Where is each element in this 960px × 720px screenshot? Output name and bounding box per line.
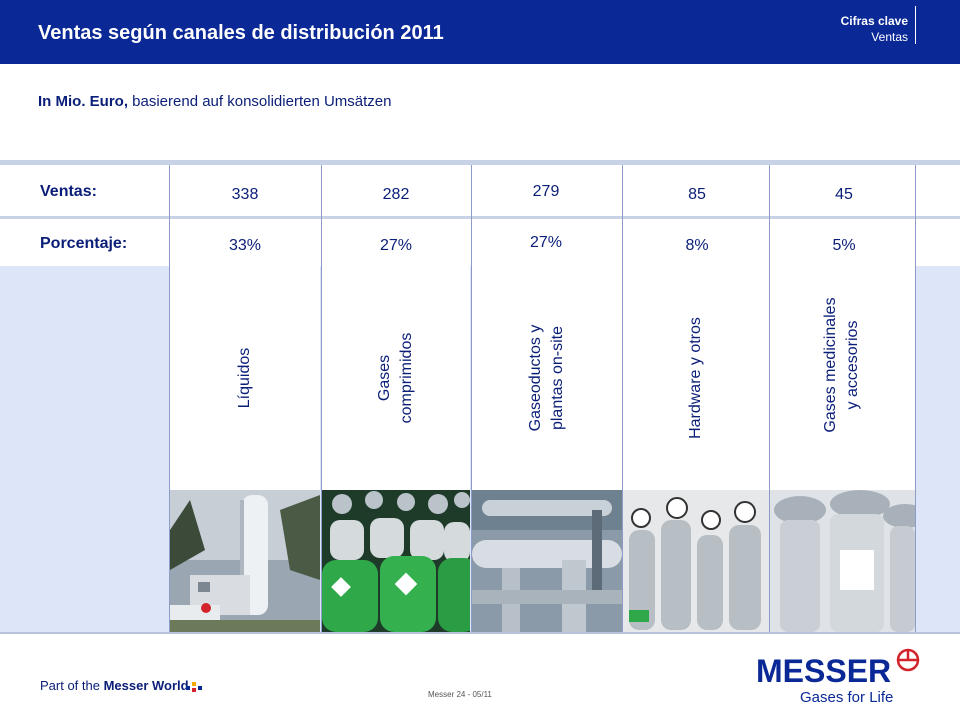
channel-name-line: Gases medicinales — [822, 297, 839, 433]
channel-name-gases-comprimidos: Gases comprimidos — [356, 266, 436, 490]
panel-bottom-border — [0, 632, 960, 634]
channel-name-gases-medicinales: Gases medicinales y accesorios — [802, 253, 882, 477]
channel-name-line: plantas on-site — [549, 325, 566, 431]
logo-tagline: Gases for Life — [800, 689, 893, 706]
channel-name-line: Gases — [376, 354, 393, 402]
channel-column — [170, 266, 320, 490]
sales-value: 282 — [382, 186, 410, 203]
band-top-border — [0, 160, 960, 165]
footer-brand: Messer World — [103, 678, 189, 693]
channel-name-hardware: Hardware y otros — [656, 266, 736, 490]
sales-value: 279 — [532, 183, 560, 200]
pipeline-plant-photo — [472, 490, 622, 632]
footer-prefix: Part of the — [40, 678, 104, 693]
brand-dots-icon — [186, 682, 202, 692]
band-row-divider — [0, 216, 960, 219]
channel-name-line: Gaseoductos y — [527, 324, 544, 432]
channel-column — [770, 266, 915, 490]
channel-name-liquidos: Líquidos — [205, 266, 285, 490]
channel-column — [472, 266, 622, 490]
section-subtitle: Ventas — [871, 30, 908, 44]
header-divider — [915, 6, 916, 44]
channel-column — [623, 266, 769, 490]
sales-value: 45 — [835, 186, 853, 203]
messer-symbol-icon — [896, 648, 920, 672]
liquid-tank-photo — [170, 490, 320, 632]
column-separator — [471, 165, 472, 632]
column-separator — [622, 165, 623, 632]
subtitle-rest: basierend auf konsolidierten Umsätzen — [128, 93, 392, 110]
column-separator — [915, 165, 916, 632]
share-value: 8% — [685, 237, 709, 254]
sales-value: 338 — [231, 186, 259, 203]
channel-name-gaseoductos: Gaseoductos y plantas on-site — [507, 266, 587, 490]
channel-name-line: Hardware y otros — [687, 317, 704, 439]
slide-title: Ventas según canales de distribución 201… — [38, 22, 444, 44]
channel-name-line: y accesorios — [844, 320, 861, 410]
slide-header: Ventas según canales de distribución 201… — [0, 0, 960, 64]
channel-name-line: comprimidos — [398, 332, 415, 424]
messer-logo: MESSER Gases for Life — [756, 648, 920, 706]
share-value: 27% — [379, 237, 413, 254]
share-value: 27% — [529, 234, 563, 251]
medical-gases-photo — [770, 490, 915, 632]
porcentaje-label: Porcentaje: — [40, 235, 128, 252]
channel-column — [322, 266, 470, 490]
share-value: 5% — [832, 237, 856, 254]
section-title: Cifras clave — [840, 14, 908, 28]
column-separator — [769, 165, 770, 632]
section-tag: Cifras clave Ventas — [841, 13, 908, 45]
column-separator — [321, 165, 322, 632]
ventas-label: Ventas: — [40, 183, 97, 200]
part-of-messer-world: Part of the Messer World — [40, 678, 189, 693]
compressed-gas-cylinders-photo — [322, 490, 470, 632]
channel-name-line: Líquidos — [236, 347, 253, 409]
hardware-cylinders-photo — [623, 490, 769, 632]
share-value: 33% — [228, 237, 262, 254]
slide-subtitle: In Mio. Euro, basierend auf konsolidiert… — [38, 93, 391, 110]
column-separator — [169, 165, 170, 632]
subtitle-unit: In Mio. Euro, — [38, 93, 128, 110]
sales-value: 85 — [688, 186, 706, 203]
page-note: Messer 24 - 05/11 — [428, 690, 492, 699]
logo-word: MESSER — [756, 653, 891, 689]
